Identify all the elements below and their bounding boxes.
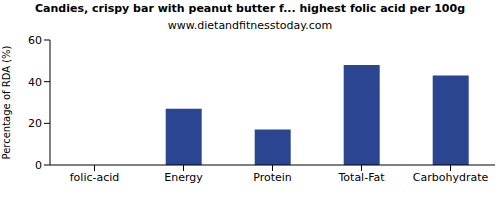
- svg-text:0: 0: [35, 159, 42, 172]
- svg-text:40: 40: [28, 76, 42, 89]
- svg-text:folic-acid: folic-acid: [70, 171, 120, 184]
- html-text:Candies, crispy bar with peanu: Candies, crispy bar with peanut butter f…: [35, 2, 465, 15]
- svg-text:Protein: Protein: [253, 171, 292, 184]
- svg-text:Energy: Energy: [164, 171, 203, 184]
- svg-text:60: 60: [28, 34, 42, 47]
- svg-text:Carbohydrate: Carbohydrate: [413, 171, 489, 184]
- html-text:www.dietandfitnesstoday.com: www.dietandfitnesstoday.com: [167, 19, 333, 32]
- svg-text:Total-Fat: Total-Fat: [337, 171, 385, 184]
- svg-text:20: 20: [28, 117, 42, 130]
- svg-text:Percentage of RDA (%): Percentage of RDA (%): [8, 45, 12, 159]
